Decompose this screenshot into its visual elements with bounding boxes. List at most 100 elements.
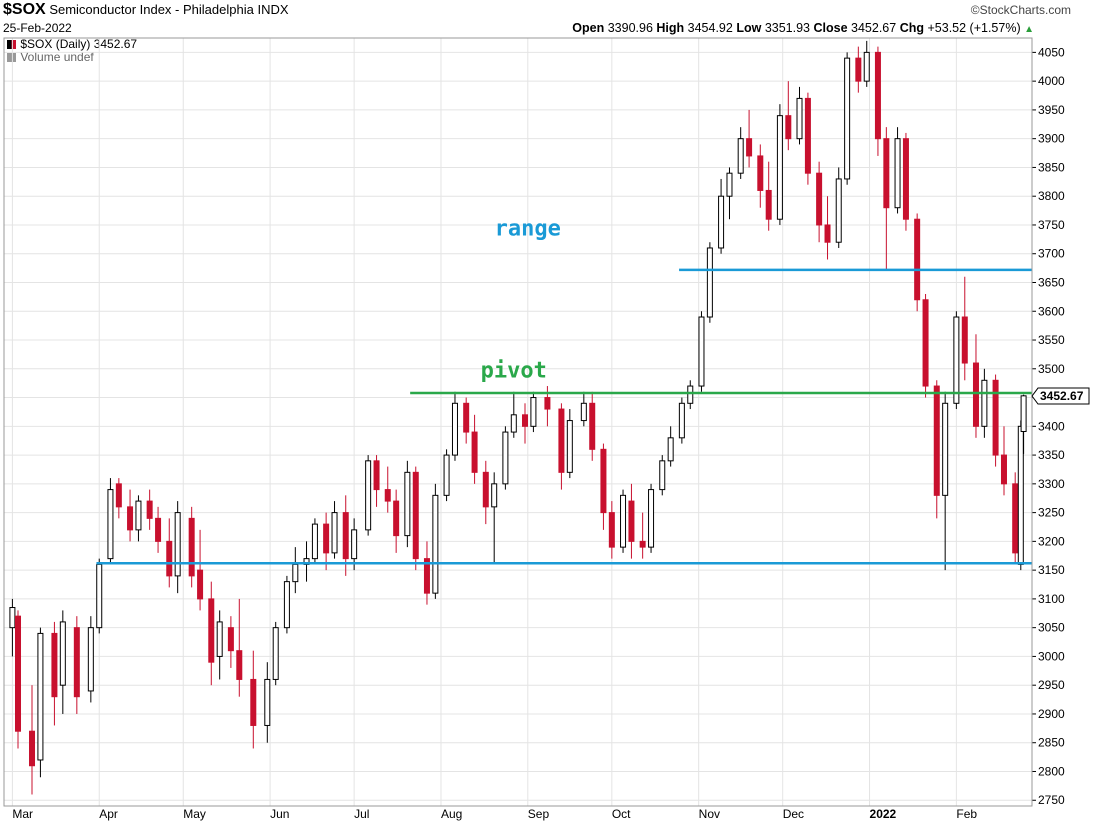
candle-body [544, 397, 551, 410]
y-tick-label: 3800 [1038, 189, 1065, 203]
y-tick-label: 3950 [1038, 103, 1065, 117]
candle [502, 426, 509, 490]
volume-legend-icon [7, 53, 16, 62]
candle [384, 466, 391, 513]
legend-price-label: $SOX (Daily) 3452.67 [20, 37, 138, 51]
y-tick-label: 3200 [1038, 534, 1065, 548]
y-tick-label: 3700 [1038, 247, 1065, 261]
candle-body [155, 517, 162, 542]
candle-body [272, 627, 279, 680]
candle-body [757, 155, 764, 191]
high-value: 3454.92 [687, 21, 733, 35]
y-tick-label: 3600 [1038, 304, 1065, 318]
candle [648, 483, 655, 553]
candle-body [1020, 395, 1027, 432]
candle-body [639, 540, 646, 548]
candle [115, 478, 122, 519]
candle-body [558, 408, 565, 473]
candle-body [236, 650, 243, 680]
low-value: 3351.93 [764, 21, 810, 35]
chg-label: Chg [899, 21, 924, 35]
candle-body [737, 138, 744, 174]
candle [765, 161, 772, 231]
candle-body [933, 385, 940, 496]
candle-body [687, 385, 694, 404]
candle-body [404, 471, 411, 537]
candle-body [698, 316, 705, 387]
y-tick-label: 3900 [1038, 132, 1065, 146]
candle [942, 391, 949, 571]
candle-body [216, 621, 223, 657]
candle-body [96, 563, 103, 629]
index-name: Semiconductor Index - Philadelphia [49, 2, 254, 17]
candle [264, 662, 271, 743]
close-value: 3452.67 [851, 21, 897, 35]
candle-layer [9, 40, 1027, 795]
candle [373, 455, 380, 507]
candle-body [365, 460, 372, 531]
candle-body [264, 678, 271, 726]
candle [737, 127, 744, 179]
y-tick-label: 3050 [1038, 621, 1065, 635]
candle-body [491, 483, 498, 508]
candle-body [620, 494, 627, 548]
candle-body [765, 189, 772, 220]
candle-body [992, 379, 999, 456]
candle-body [953, 316, 960, 404]
y-tick-label: 2950 [1038, 678, 1065, 692]
candle-body [510, 414, 517, 433]
candle-body [589, 402, 596, 450]
candle-body [726, 172, 733, 197]
low-label: Low [736, 21, 762, 35]
candle-body [844, 57, 851, 180]
candle-body [393, 500, 400, 537]
candle-body [922, 299, 929, 387]
candle-body [59, 621, 66, 686]
candle-body [15, 615, 22, 732]
candle [15, 610, 22, 749]
y-tick-label: 3100 [1038, 592, 1065, 606]
candle [566, 409, 573, 479]
candle-body [981, 379, 988, 427]
y-tick-label: 3500 [1038, 362, 1065, 376]
candle-body [146, 500, 153, 519]
candle-body [902, 138, 909, 220]
candle-body [678, 402, 685, 439]
candle [589, 391, 596, 461]
candle [51, 621, 58, 726]
candle-body [706, 247, 713, 318]
candle [250, 650, 257, 749]
candle-body [463, 402, 470, 433]
candle [37, 627, 44, 778]
candle [718, 178, 725, 254]
y-tick-label: 3750 [1038, 218, 1065, 232]
close-label: Close [813, 21, 848, 35]
y-tick-label: 2800 [1038, 764, 1065, 778]
candle-body [51, 632, 58, 698]
candle-body [863, 51, 870, 82]
x-tick-label: Mar [12, 807, 33, 821]
candle [188, 506, 195, 588]
y-tick-label: 4050 [1038, 45, 1065, 59]
y-tick-label: 3150 [1038, 563, 1065, 577]
candle [835, 167, 842, 248]
candle-body [342, 512, 349, 560]
candle [174, 501, 181, 594]
y-tick-label: 2900 [1038, 707, 1065, 721]
y-tick-label: 3650 [1038, 275, 1065, 289]
candle-body [667, 437, 674, 462]
candle-body [566, 420, 573, 473]
candle-body [423, 558, 430, 594]
candle [482, 460, 489, 525]
candle-body [746, 138, 753, 157]
candle [922, 294, 929, 398]
legend-volume-label: Volume undef [20, 50, 94, 64]
y-tick-label: 2850 [1038, 736, 1065, 750]
candle [933, 380, 940, 519]
candle-body [628, 500, 635, 542]
candle [87, 616, 94, 703]
x-tick-label: May [183, 807, 206, 821]
candle [698, 311, 705, 392]
candle-body [1012, 483, 1019, 554]
candle-body [874, 51, 881, 140]
